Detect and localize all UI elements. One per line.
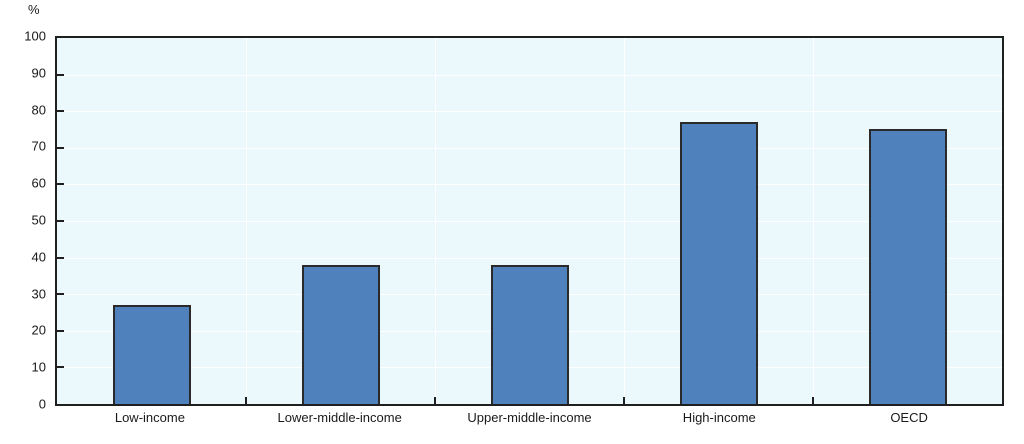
gridline-vertical — [813, 38, 814, 404]
gridline-horizontal — [57, 74, 1002, 76]
x-tick-label-high-income: High-income — [682, 410, 756, 425]
bar-upper-middle-income — [490, 265, 569, 404]
y-axis-unit-label: % — [28, 2, 40, 17]
y-axis: 0 10 20 30 40 50 60 70 80 90 100 — [0, 30, 46, 411]
y-tick-label: 100 — [24, 28, 46, 44]
y-tick-mark — [57, 366, 64, 369]
x-tick-label-lower-middle-income: Lower-middle-income — [277, 410, 402, 425]
plot-inner — [57, 38, 1002, 404]
y-tick-label: 20 — [31, 322, 46, 338]
y-tick-label: 10 — [31, 359, 46, 375]
bar-high-income — [679, 122, 758, 404]
gridline-vertical — [624, 38, 625, 404]
gridline-horizontal — [57, 221, 1002, 222]
x-tick-mark — [812, 397, 814, 404]
plot-area — [55, 36, 1004, 406]
bar-lower-middle-income — [301, 265, 380, 404]
y-tick-label: 90 — [31, 65, 46, 81]
bar-oecd — [868, 129, 947, 404]
y-tick-mark — [57, 256, 64, 259]
y-tick-mark — [57, 293, 64, 296]
y-tick-mark — [57, 73, 64, 76]
x-tick-mark — [623, 397, 625, 404]
bar-low-income — [112, 305, 191, 404]
gridline-horizontal — [57, 111, 1002, 113]
gridline-horizontal — [57, 147, 1002, 149]
y-tick-label: 70 — [31, 138, 46, 154]
gridline-horizontal — [57, 257, 1002, 259]
gridline-horizontal — [57, 184, 1002, 186]
gridline-vertical — [435, 38, 436, 404]
x-axis: Low-income Lower-middle-income Upper-middl… — [55, 410, 1004, 432]
y-tick-mark — [57, 183, 64, 186]
y-tick-label: 40 — [31, 249, 46, 265]
y-tick-label: 0 — [38, 396, 46, 412]
x-tick-label-upper-middle-income: Upper-middle-income — [467, 410, 592, 425]
y-tick-label: 60 — [31, 175, 46, 191]
y-tick-mark — [57, 146, 64, 149]
x-tick-mark — [434, 397, 436, 404]
y-tick-label: 50 — [31, 212, 46, 228]
y-tick-mark — [57, 220, 64, 222]
x-tick-label-low-income: Low-income — [114, 410, 185, 425]
y-tick-mark — [57, 110, 64, 113]
y-tick-label: 80 — [31, 102, 46, 118]
y-tick-mark — [57, 329, 64, 332]
x-tick-mark — [245, 397, 247, 404]
gridline-vertical — [246, 38, 247, 404]
y-tick-label: 30 — [31, 286, 46, 302]
x-tick-label-oecd: OECD — [890, 410, 928, 425]
